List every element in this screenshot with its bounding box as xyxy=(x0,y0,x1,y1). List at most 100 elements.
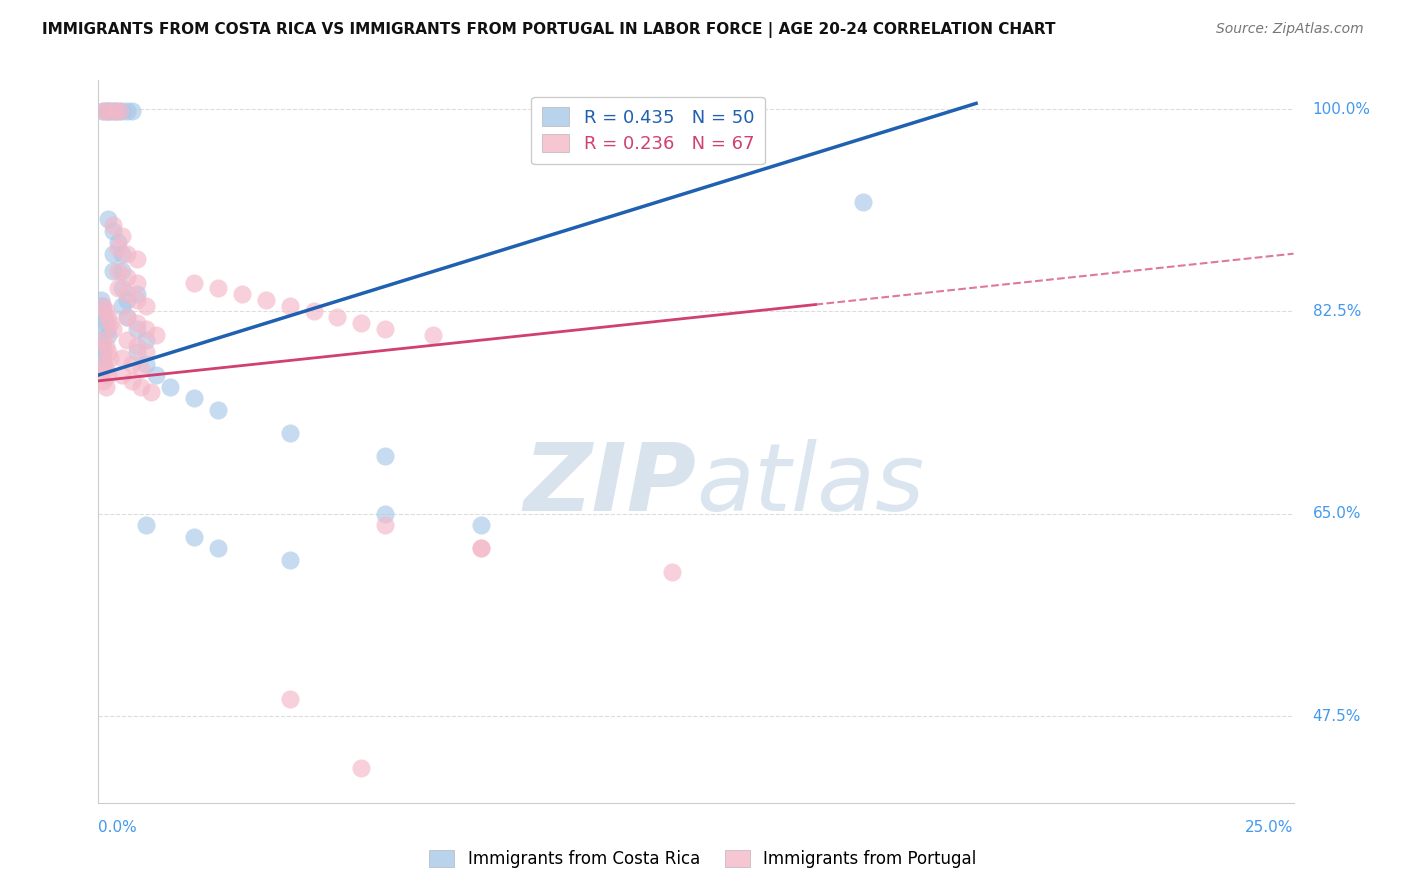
Point xyxy=(183,391,205,405)
Point xyxy=(374,322,396,336)
Point xyxy=(183,276,205,290)
Point xyxy=(131,362,153,376)
Point xyxy=(94,339,117,353)
Point xyxy=(125,287,148,301)
Point xyxy=(111,104,134,119)
Text: IMMIGRANTS FROM COSTA RICA VS IMMIGRANTS FROM PORTUGAL IN LABOR FORCE | AGE 20-2: IMMIGRANTS FROM COSTA RICA VS IMMIGRANTS… xyxy=(42,22,1056,38)
Point xyxy=(104,104,127,119)
Point xyxy=(159,379,181,393)
Text: 25.0%: 25.0% xyxy=(1246,820,1294,835)
Point xyxy=(278,425,301,440)
Point xyxy=(115,287,138,301)
Point xyxy=(90,293,112,307)
Point xyxy=(125,345,148,359)
Point xyxy=(91,339,114,353)
Point xyxy=(91,345,114,359)
Point xyxy=(121,374,143,388)
Point xyxy=(111,299,134,313)
Legend: R = 0.435   N = 50, R = 0.236   N = 67: R = 0.435 N = 50, R = 0.236 N = 67 xyxy=(531,96,765,164)
Text: Source: ZipAtlas.com: Source: ZipAtlas.com xyxy=(1216,22,1364,37)
Point xyxy=(91,357,114,371)
Point xyxy=(101,223,124,237)
Point xyxy=(101,322,124,336)
Point xyxy=(231,287,253,301)
Point xyxy=(254,293,277,307)
Point xyxy=(125,339,148,353)
Point xyxy=(135,518,157,533)
Point xyxy=(125,252,148,267)
Point xyxy=(107,241,129,255)
Text: 82.5%: 82.5% xyxy=(1313,304,1361,319)
Point xyxy=(125,322,148,336)
Point xyxy=(131,379,153,393)
Point xyxy=(93,310,115,325)
Point xyxy=(107,104,129,119)
Point xyxy=(125,316,148,330)
Text: atlas: atlas xyxy=(696,440,924,531)
Point xyxy=(111,368,134,382)
Point xyxy=(94,379,117,393)
Point xyxy=(470,518,492,533)
Point xyxy=(115,334,138,348)
Text: 47.5%: 47.5% xyxy=(1313,708,1361,723)
Point xyxy=(104,104,127,119)
Point xyxy=(125,276,148,290)
Point xyxy=(107,235,129,249)
Point xyxy=(125,293,148,307)
Point xyxy=(91,374,114,388)
Point xyxy=(98,316,122,330)
Point xyxy=(207,541,229,556)
Point xyxy=(94,104,117,119)
Point xyxy=(91,304,114,318)
Point xyxy=(111,246,134,260)
Point xyxy=(139,385,162,400)
Point xyxy=(145,368,167,382)
Text: 100.0%: 100.0% xyxy=(1313,102,1371,117)
Point xyxy=(278,553,301,567)
Point xyxy=(115,293,138,307)
Point xyxy=(111,281,134,295)
Point xyxy=(97,104,120,119)
Point xyxy=(135,357,157,371)
Point xyxy=(91,299,114,313)
Point xyxy=(115,310,138,325)
Point xyxy=(661,565,683,579)
Point xyxy=(278,299,301,313)
Point xyxy=(470,541,492,556)
Point xyxy=(101,264,124,278)
Point xyxy=(91,334,114,348)
Text: ZIP: ZIP xyxy=(523,439,696,531)
Point xyxy=(107,264,129,278)
Text: 65.0%: 65.0% xyxy=(1313,507,1361,521)
Point xyxy=(98,351,122,365)
Point xyxy=(115,246,138,260)
Point xyxy=(96,322,118,336)
Point xyxy=(101,218,124,232)
Point xyxy=(97,368,120,382)
Point xyxy=(111,229,134,244)
Legend: Immigrants from Costa Rica, Immigrants from Portugal: Immigrants from Costa Rica, Immigrants f… xyxy=(423,843,983,875)
Point xyxy=(278,691,301,706)
Point xyxy=(207,281,229,295)
Text: 0.0%: 0.0% xyxy=(98,820,138,835)
Point xyxy=(374,518,396,533)
Point xyxy=(97,104,120,119)
Point xyxy=(326,310,349,325)
Point xyxy=(183,530,205,544)
Point xyxy=(111,351,134,365)
Point xyxy=(115,269,138,284)
Point xyxy=(135,322,157,336)
Point xyxy=(101,246,124,260)
Point xyxy=(97,345,120,359)
Point xyxy=(350,316,373,330)
Point xyxy=(108,104,131,119)
Point xyxy=(90,334,112,348)
Point xyxy=(94,304,117,318)
Point xyxy=(145,327,167,342)
Point xyxy=(350,761,373,775)
Point xyxy=(302,304,325,318)
Point xyxy=(121,104,143,119)
Point xyxy=(422,327,444,342)
Point xyxy=(470,541,492,556)
Point xyxy=(121,357,143,371)
